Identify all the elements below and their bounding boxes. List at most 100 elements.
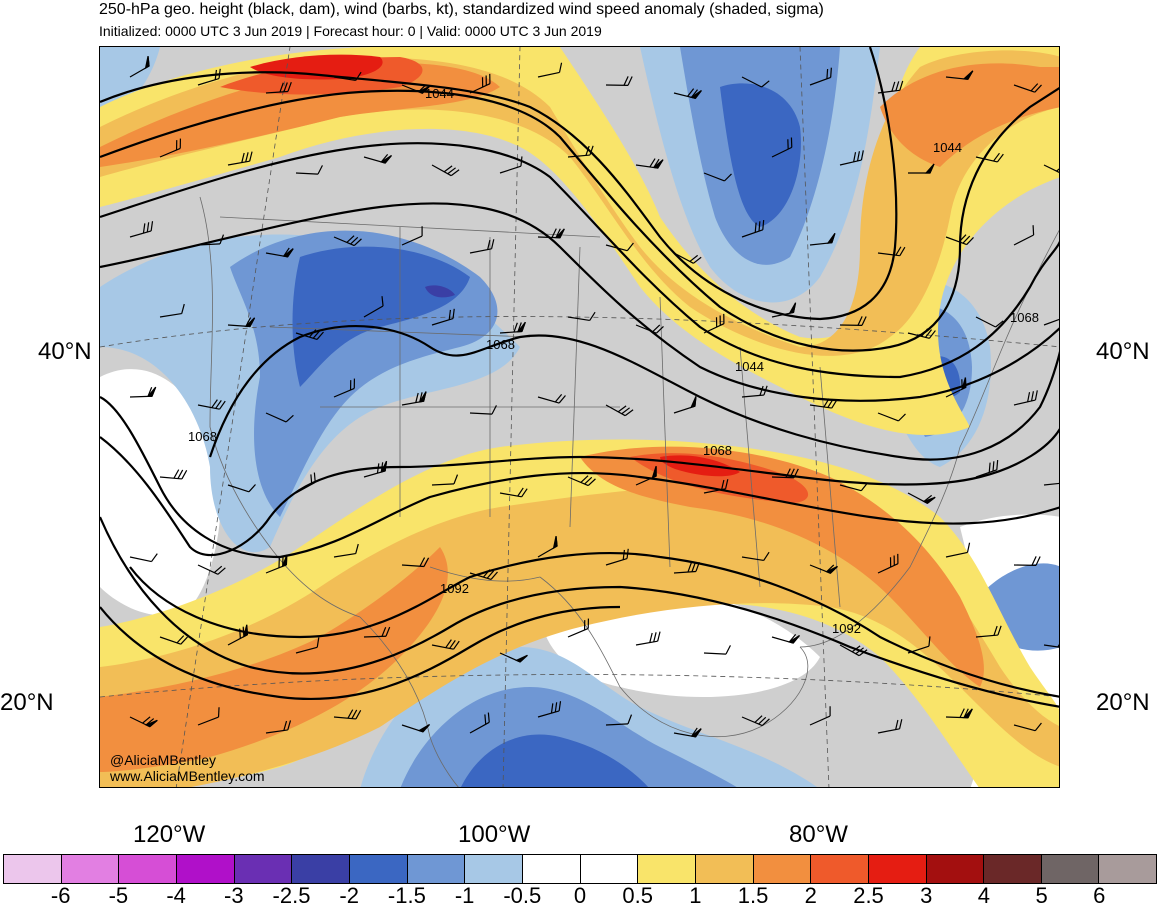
credit-handle: @AliciaMBentley [110, 752, 217, 768]
lat-label-40n-left: 40°N [38, 338, 92, 365]
height-contours [100, 47, 1059, 708]
wind-barb-icon [839, 316, 867, 326]
colorbar-tick-label: 2.5 [853, 883, 884, 908]
wind-barb-icon [975, 625, 1002, 638]
colorbar-swatch [522, 855, 581, 883]
colorbar-swatch [234, 855, 293, 883]
wind-barb-icon [1043, 316, 1059, 326]
colorbar-swatch [61, 855, 120, 883]
wind-barb-icon [537, 701, 562, 718]
wind-barb-icon [908, 163, 935, 174]
wind-barb-icon [295, 637, 320, 654]
contour-label: 1092 [440, 581, 469, 596]
wind-barb-icon [401, 226, 423, 246]
colorbar-tick-label: 1 [689, 883, 702, 908]
wind-barb-icon [907, 636, 931, 654]
wind-barb-icon [333, 71, 362, 82]
graticule [100, 47, 1059, 787]
wind-barb-icon [401, 391, 427, 406]
wind-barb-icon [741, 551, 770, 562]
wind-barb-icon [159, 469, 188, 480]
colorbar-tick-label: -3 [224, 883, 244, 908]
wind-barb-icon [295, 165, 323, 175]
anomaly-neg-dark-west [292, 246, 470, 387]
wind-barb-icon [333, 378, 356, 398]
colorbar [3, 854, 1157, 884]
wind-barb-icon [877, 553, 899, 574]
colorbar-swatch [176, 855, 235, 883]
wind-barb-icon [605, 714, 633, 726]
contour-labels: 1044 1044 1044 1068 1068 1068 1068 1092 … [188, 86, 1039, 636]
wind-barb-icon [1013, 225, 1035, 246]
anomaly-neg-dark-south [461, 734, 649, 787]
wind-barb-icon [877, 80, 904, 94]
wind-barb-icon [129, 56, 150, 78]
wind-barb-icon [469, 569, 498, 581]
wind-barb-icon [877, 719, 903, 734]
wind-barb-icon [839, 644, 868, 657]
wind-barb-icon [431, 164, 460, 177]
weather-map: 1044 1044 1044 1068 1068 1068 1068 1092 … [99, 46, 1060, 788]
wind-barb-icon [809, 564, 838, 574]
wind-barb-icon [673, 396, 697, 414]
wind-barb-icon [945, 708, 973, 719]
wind-barb-icon [1013, 83, 1042, 93]
colorbar-tick-label: 1.5 [737, 883, 769, 908]
wind-barb-icon [839, 150, 864, 166]
wind-barb-icon [703, 313, 725, 334]
wind-barb-icon [945, 377, 967, 398]
lat-label-20n-left: 20°N [0, 689, 54, 716]
wind-barb-icon [159, 303, 185, 318]
map-title: 250-hPa geo. height (black, dam), wind (… [99, 1, 824, 18]
wind-barb-icon [673, 252, 702, 264]
wind-barb-icon [129, 221, 154, 238]
wind-barb-icon [197, 234, 225, 246]
wind-barb-icon [703, 479, 729, 494]
wind-barb-icon [703, 645, 731, 655]
wind-barb-icon [431, 474, 459, 486]
colorbar-swatch [753, 855, 812, 883]
wind-barb-icon [877, 412, 906, 422]
wind-barb-icon [129, 386, 157, 398]
wind-barb-icon [771, 634, 800, 644]
wind-barb-icon [363, 460, 388, 478]
colorbar-tick-label: -0.5 [503, 883, 542, 908]
wind-barb-icon [197, 707, 220, 726]
wind-barb-icon [197, 399, 226, 410]
wind-barb-icon [363, 296, 384, 318]
wind-barb-icon [197, 564, 226, 575]
lon-label-100w: 100°W [458, 821, 531, 848]
wind-barb-icon [673, 88, 702, 99]
colorbar-tick-label: 4 [977, 883, 991, 908]
wind-barb-icon [741, 715, 770, 727]
wind-barb-icon [809, 398, 838, 409]
colorbar-tick-label: 3 [920, 883, 933, 908]
lat-label-40n-right: 40°N [1096, 338, 1150, 365]
wind-barb-icon [227, 317, 256, 328]
wind-barb-icon [333, 543, 359, 558]
wind-barb-icon [537, 536, 558, 558]
contour-label: 1068 [1010, 310, 1039, 325]
wind-barb-icon [605, 242, 634, 252]
colorbar-swatch [695, 855, 754, 883]
wind-barbs [129, 56, 1059, 738]
wind-barb-icon [771, 137, 793, 158]
colorbar-tick-label: 6 [1093, 883, 1106, 908]
wind-barb-icon [265, 82, 292, 94]
wind-barb-icon [469, 239, 495, 254]
wind-barb-icon [567, 618, 590, 638]
wind-barb-icon [537, 62, 563, 78]
wind-barb-icon [605, 76, 633, 86]
wind-barb-icon [945, 542, 971, 558]
contour-label: 1092 [832, 621, 861, 636]
wind-barb-icon [159, 635, 188, 645]
anomaly-pos-orange-ne-jet [880, 63, 1059, 167]
wind-barb-icon [877, 246, 906, 257]
colorbar-swatch [4, 855, 62, 883]
wind-barb-icon [945, 70, 974, 80]
wind-barb-icon [567, 475, 596, 487]
colorbar-tick-label: -6 [50, 883, 71, 908]
wind-barb-icon [333, 709, 362, 720]
colorbar-swatch [1099, 855, 1157, 883]
contour-label: 1068 [188, 429, 217, 444]
